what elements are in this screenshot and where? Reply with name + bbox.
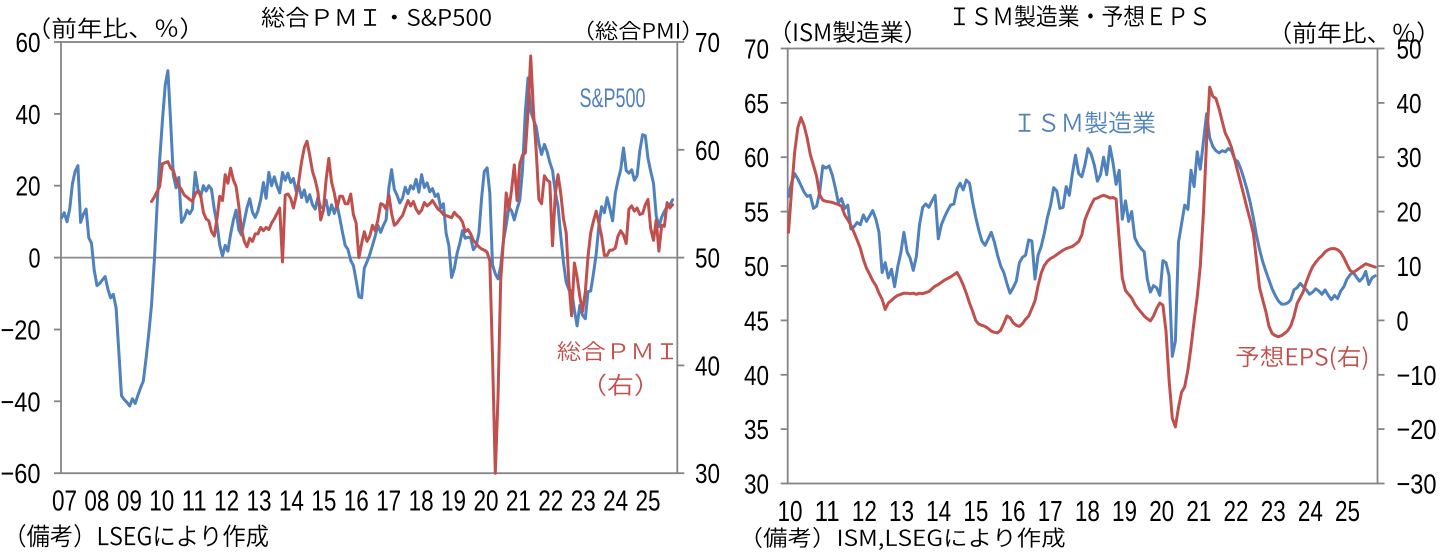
svg-text:15: 15 xyxy=(311,486,336,518)
svg-text:21: 21 xyxy=(506,486,531,518)
svg-text:65: 65 xyxy=(744,88,769,119)
svg-text:60: 60 xyxy=(744,142,769,173)
svg-text:−20: −20 xyxy=(1397,414,1437,445)
svg-text:10: 10 xyxy=(1397,251,1422,282)
svg-text:18: 18 xyxy=(1075,496,1100,528)
svg-text:40: 40 xyxy=(695,350,720,381)
svg-text:20: 20 xyxy=(473,486,498,518)
svg-text:−40: −40 xyxy=(1,386,41,417)
svg-text:35: 35 xyxy=(744,414,769,445)
svg-text:30: 30 xyxy=(744,469,769,500)
svg-text:16: 16 xyxy=(344,486,369,518)
svg-text:24: 24 xyxy=(1298,496,1323,528)
svg-text:30: 30 xyxy=(1397,142,1422,173)
svg-text:11: 11 xyxy=(815,496,840,528)
svg-text:22: 22 xyxy=(538,486,563,518)
svg-text:13: 13 xyxy=(889,496,914,528)
svg-text:14: 14 xyxy=(279,486,304,518)
svg-text:−60: −60 xyxy=(1,458,41,489)
svg-text:10: 10 xyxy=(149,486,174,518)
svg-text:60: 60 xyxy=(16,27,41,58)
svg-text:22: 22 xyxy=(1224,496,1249,528)
svg-text:40: 40 xyxy=(744,360,769,391)
svg-text:16: 16 xyxy=(1001,496,1026,528)
svg-text:19: 19 xyxy=(1112,496,1137,528)
svg-text:23: 23 xyxy=(571,486,596,518)
svg-text:12: 12 xyxy=(852,496,877,528)
svg-text:50: 50 xyxy=(744,251,769,282)
svg-text:08: 08 xyxy=(84,486,109,518)
svg-text:09: 09 xyxy=(117,486,142,518)
svg-text:55: 55 xyxy=(744,197,769,228)
svg-text:19: 19 xyxy=(441,486,466,518)
svg-text:07: 07 xyxy=(52,486,77,518)
svg-text:45: 45 xyxy=(744,305,769,336)
svg-text:0: 0 xyxy=(29,243,41,274)
svg-text:20: 20 xyxy=(1149,496,1174,528)
svg-text:12: 12 xyxy=(214,486,239,518)
svg-text:25: 25 xyxy=(1335,496,1360,528)
svg-text:11: 11 xyxy=(182,486,207,518)
svg-text:50: 50 xyxy=(695,243,720,274)
svg-text:20: 20 xyxy=(16,171,41,202)
svg-text:S&P500: S&P500 xyxy=(580,83,646,113)
svg-text:30: 30 xyxy=(695,458,720,489)
svg-text:70: 70 xyxy=(695,27,720,58)
svg-text:23: 23 xyxy=(1261,496,1286,528)
svg-text:40: 40 xyxy=(1397,88,1422,119)
svg-text:13: 13 xyxy=(247,486,272,518)
svg-text:21: 21 xyxy=(1186,496,1211,528)
svg-text:17: 17 xyxy=(376,486,401,518)
svg-text:15: 15 xyxy=(963,496,988,528)
svg-text:10: 10 xyxy=(778,496,803,528)
svg-text:−10: −10 xyxy=(1397,360,1437,391)
svg-text:20: 20 xyxy=(1397,197,1422,228)
svg-text:14: 14 xyxy=(926,496,951,528)
svg-text:0: 0 xyxy=(1397,305,1409,336)
svg-text:70: 70 xyxy=(744,34,769,65)
svg-text:18: 18 xyxy=(409,486,434,518)
svg-text:17: 17 xyxy=(1038,496,1063,528)
svg-text:−30: −30 xyxy=(1397,469,1437,500)
svg-text:24: 24 xyxy=(603,486,628,518)
svg-text:−20: −20 xyxy=(1,315,41,346)
svg-text:60: 60 xyxy=(695,135,720,166)
svg-text:25: 25 xyxy=(636,486,661,518)
svg-text:40: 40 xyxy=(16,99,41,130)
